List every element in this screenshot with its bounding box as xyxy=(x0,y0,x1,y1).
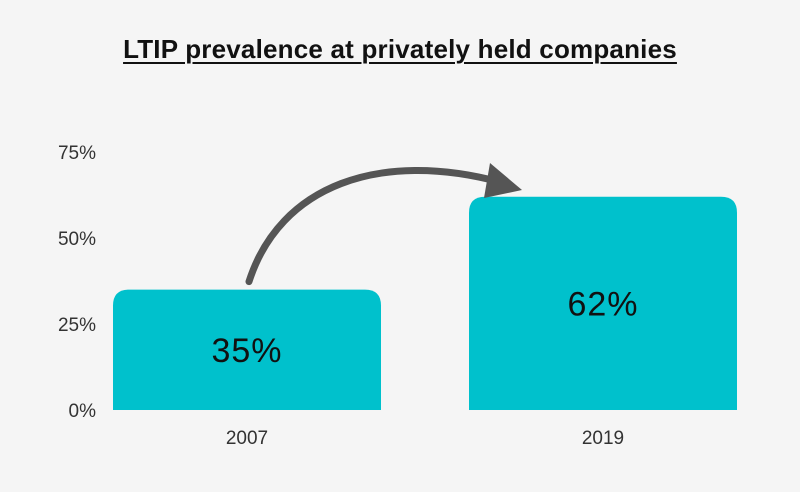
x-tick-label: 2007 xyxy=(226,428,268,449)
bar-2007 xyxy=(113,289,381,410)
y-tick-label: 25% xyxy=(58,315,96,336)
y-tick-label: 75% xyxy=(58,143,96,164)
data-label: 35% xyxy=(211,332,282,370)
data-label: 62% xyxy=(567,285,638,323)
chart-title: LTIP prevalence at privately held compan… xyxy=(123,34,677,64)
y-tick-label: 50% xyxy=(58,229,96,250)
y-tick-label: 0% xyxy=(69,401,97,422)
bar-2019 xyxy=(469,196,737,410)
arrow-shaft xyxy=(245,167,504,286)
x-tick-label: 2019 xyxy=(582,428,624,449)
arrow-head xyxy=(484,163,522,198)
